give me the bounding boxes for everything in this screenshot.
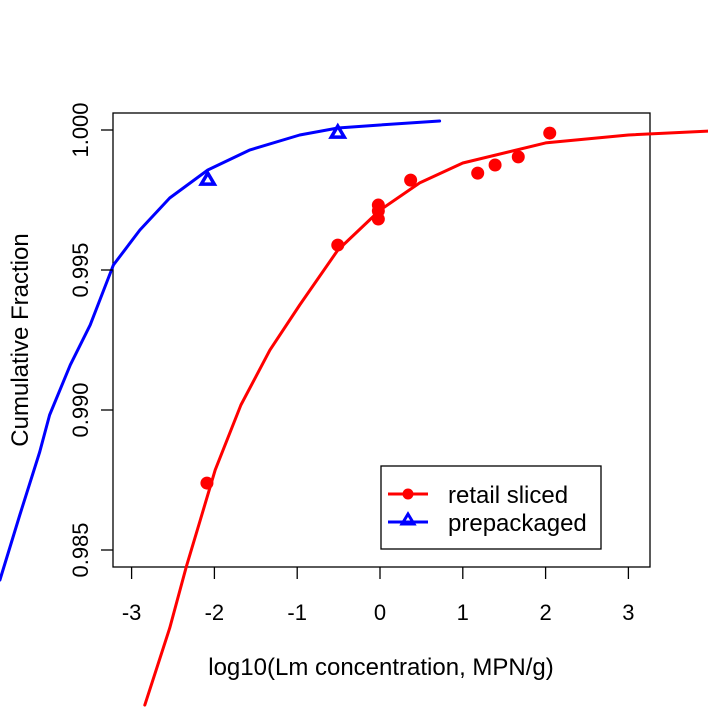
data-point-triangle [198, 169, 218, 186]
plot-frame [112, 112, 651, 568]
data-point-circle [404, 173, 418, 187]
legend-label-retail-sliced: retail sliced [448, 482, 568, 509]
x-tick-label: -1 [287, 600, 307, 625]
series-lines [0, 119, 708, 707]
x-tick-label: -3 [122, 600, 142, 625]
legend-item-retail-sliced: retail sliced [388, 482, 568, 509]
data-point-circle [488, 158, 502, 172]
series-line-retail-sliced [143, 129, 708, 707]
x-tick-label: 0 [374, 600, 386, 625]
data-point-triangle [328, 122, 348, 139]
legend: retail sliced prepackaged [380, 465, 602, 550]
series-points [198, 122, 557, 490]
data-point-circle [200, 476, 214, 490]
data-point-circle [331, 238, 345, 252]
y-tick-label: 1.000 [68, 102, 93, 157]
y-axis: 0.985 0.990 0.995 1.000 [68, 102, 113, 578]
x-tick-label: 1 [457, 600, 469, 625]
data-point-circle [471, 166, 485, 180]
x-tick-label: -2 [205, 600, 225, 625]
legend-label-prepackaged: prepackaged [448, 510, 587, 537]
y-tick-label: 0.995 [68, 242, 93, 297]
y-axis-title: Cumulative Fraction [7, 233, 34, 446]
data-point-circle [543, 126, 557, 140]
y-tick-label: 0.990 [68, 382, 93, 437]
x-tick-label: 3 [622, 600, 634, 625]
data-point-circle [511, 150, 525, 164]
x-axis: -3 -2 -1 0 1 2 3 [122, 567, 635, 625]
legend-marker-triangle-icon [399, 511, 417, 526]
legend-item-prepackaged: prepackaged [388, 510, 587, 537]
y-tick-label: 0.985 [68, 522, 93, 577]
x-axis-title: log10(Lm concentration, MPN/g) [208, 654, 554, 681]
data-point-circle [371, 212, 385, 226]
legend-box [380, 465, 602, 550]
series-line-prepackaged [0, 119, 442, 582]
legend-marker-circle-icon [402, 488, 414, 500]
x-tick-label: 2 [539, 600, 551, 625]
